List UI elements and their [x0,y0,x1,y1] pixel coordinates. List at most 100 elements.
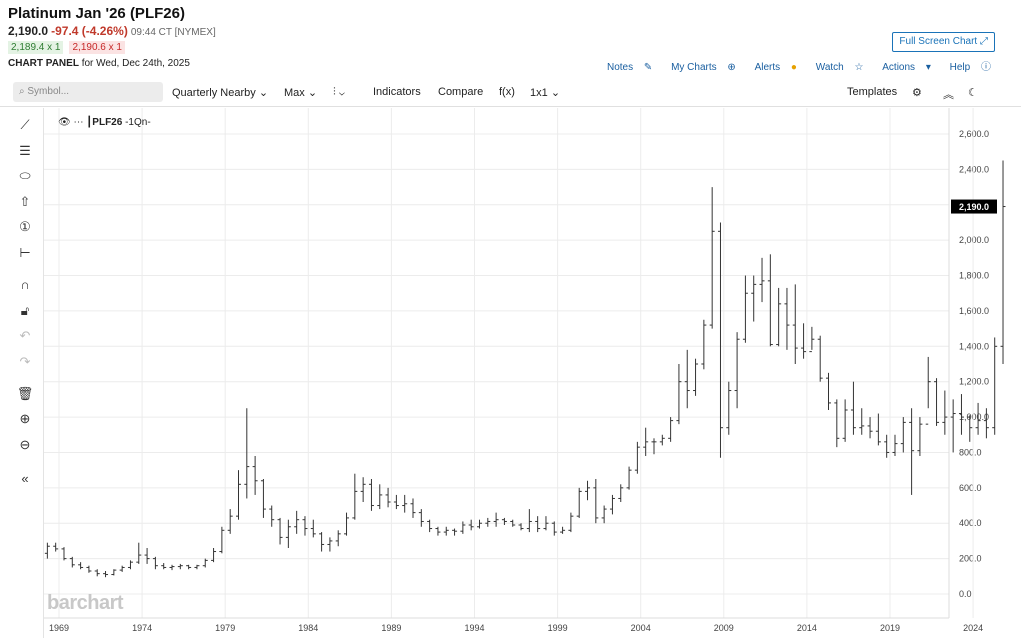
ohlc-bar [460,521,466,534]
fibonacci-icon[interactable]: ☰ [19,143,31,158]
watch-label: Watch [815,62,844,73]
y-tick-label: 2,600.0 [959,129,989,139]
unlock-icon[interactable]: 🔓︎ [20,303,30,318]
ohlc-bar [651,438,657,455]
y-tick-label: 200.0 [959,554,982,564]
undo-icon[interactable]: ↶ [19,328,31,343]
ohlc-bar [227,509,233,534]
chevron-down-icon: ⌄ [258,87,269,99]
price-change: -97.4 (-4.26%) [51,24,128,38]
x-tick-label: 1994 [464,623,484,633]
zoom-in-icon[interactable]: ⊕ [19,411,31,426]
ohlc-bar [626,466,632,490]
collapse-sidebar-icon[interactable]: « [21,471,29,486]
ohlc-bar [103,571,109,578]
fx-button[interactable]: f(x) [499,86,515,98]
chart-panel-label: CHART PANEL for Wed, Dec 24th, 2025 [8,58,190,69]
fullscreen-label: Full Screen Chart [899,36,978,47]
quote-time: 09:44 CT [NYMEX] [130,27,216,38]
more-icon[interactable]: ⋯ [73,117,84,128]
ohlc-bar [78,562,84,570]
x-tick-label: 1984 [298,623,318,633]
ohlc-bar [950,399,956,453]
ohlc-bar [560,526,566,534]
x-tick-label: 2024 [963,623,983,633]
help-label: Help [949,62,971,73]
ohlc-bar [817,335,823,382]
last-price-tag [951,199,997,214]
redo-icon[interactable]: ↷ [19,354,31,369]
ohlc-bar [734,332,740,409]
ohlc-bar [526,509,532,533]
ohlc-bar [767,254,773,347]
ohlc-bar [925,356,931,425]
ohlc-bar [792,284,798,364]
chevron-down-icon: ⌄ [338,86,345,98]
ohlc-bar [111,569,117,576]
numbered-marker-icon[interactable]: ① [19,219,31,234]
compare-button[interactable]: Compare [438,86,484,98]
ohlc-bar [335,530,341,547]
my-charts-link[interactable]: My Charts ⊕ [663,62,736,73]
help-link[interactable]: Help ⓘ [942,62,991,73]
x-tick-label: 1974 [132,623,152,633]
trash-icon[interactable]: 🗑︎ [16,386,34,401]
x-tick-label: 1999 [548,623,568,633]
layout-dropdown[interactable]: 1x1 ⌄ [530,86,560,99]
theme-icon[interactable]: ☾ [968,87,978,99]
shape-icon[interactable]: ⬭ [19,168,31,183]
barchart-logo: barchart [47,592,124,614]
caret-down-icon: ▾ [925,62,931,73]
ohlc-bar [917,417,923,456]
price-chart[interactable]: 0.0 200.0 400.0 600.0 800.0 1,000.0 1,200.0 1,4… [44,108,1021,638]
ohlc-bar [161,563,167,570]
eye-icon[interactable]: 👁︎ [58,117,71,128]
ohlc-bar [393,494,399,510]
notes-link[interactable]: Notes ✎ [599,62,652,73]
ohlc-bar [892,434,898,456]
period-label: Quarterly Nearby [172,87,256,99]
y-tick-label: 1,200.0 [959,377,989,387]
ohlc-bar [751,275,757,322]
plus-circle-icon: ⊕ [727,62,736,73]
trendline-icon[interactable]: ⟋ [20,117,30,132]
symbol-search-input[interactable]: ⌕ Symbol... [13,82,163,102]
ohlc-bar [518,523,524,531]
ohlc-bar [659,434,665,446]
ohlc-bar [676,364,682,425]
range-dropdown[interactable]: Max ⌄ [284,86,317,99]
ohlc-bar [169,564,175,571]
ohlc-bar [701,319,707,370]
ask-badge: 2,190.6 x 1 [69,41,125,54]
period-dropdown[interactable]: Quarterly Nearby ⌄ [172,86,268,99]
bid-badge: 2,189.4 x 1 [8,41,64,54]
collapse-icon[interactable]: ︽ [943,89,954,101]
notes-label: Notes [606,62,634,73]
ohlc-bar [152,556,158,570]
ohlc-bar [493,512,499,527]
ohlc-bar [352,473,358,520]
zoom-out-icon[interactable]: ⊖ [19,437,31,452]
ohlc-bar [277,517,283,545]
alerts-link[interactable]: Alerts ● [747,62,797,73]
panel-date: for Wed, Dec 24th, 2025 [81,58,190,69]
ohlc-bar [535,516,541,533]
chart-legend: 👁︎ ⋯ ┃PLF26 -1Qn- [58,117,151,128]
ohlc-bar [909,408,915,495]
magnet-icon[interactable]: ∩ [20,277,30,292]
ohlc-bar [310,519,316,538]
ohlc-bar [958,394,964,435]
actions-menu[interactable]: Actions ▾ [874,62,931,73]
templates-button[interactable]: Templates [847,86,898,98]
indicators-button[interactable]: Indicators [373,86,421,98]
fullscreen-button[interactable]: Full Screen Chart ⤢ [892,32,995,52]
bar-type-dropdown[interactable]: ⫶ ⌄ [333,86,345,99]
ohlc-bar [452,528,458,536]
ohlc-bar [776,287,782,347]
watch-link[interactable]: Watch ☆ [808,62,864,73]
arrow-up-icon[interactable]: ⇧ [19,194,31,209]
settings-icon[interactable]: ⚙ [912,87,922,99]
measure-icon[interactable]: ⊢ [19,245,31,260]
y-tick-label: 400.0 [959,518,982,528]
ohlc-bar [834,399,840,448]
